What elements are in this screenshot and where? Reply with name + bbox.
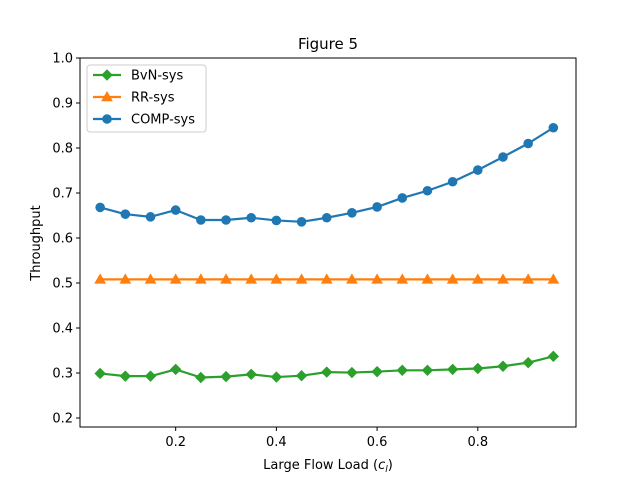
y-tick-label: 0.8 [52,142,73,157]
y-tick-label: 0.3 [52,367,73,382]
data-point [447,176,458,187]
legend-marker [101,69,113,81]
data-point [270,273,283,284]
x-tick-label: 0.8 [467,435,488,450]
x-axis-label-close: ) [388,458,393,473]
data-point [245,273,258,284]
y-axis: 0.2 0.3 0.4 0.5 0.6 0.7 0.8 0.9 1.0 [52,52,80,427]
data-point [195,371,207,384]
legend-entry: BvN-sys [93,69,183,84]
data-point [547,273,560,284]
x-axis-label: Large Flow Load (cl) [263,458,393,475]
data-point [471,273,484,284]
data-point [371,365,383,378]
series-RR-sys [94,273,560,284]
data-point [346,366,358,379]
legend-box [86,64,207,133]
legend-entry: RR-sys [93,91,175,106]
data-point [396,364,408,377]
x-axis-label-text: Large Flow Load ( [263,458,378,473]
data-point [548,122,559,133]
legend-label: COMP-sys [131,113,195,128]
data-point [396,273,409,284]
data-point [421,273,434,284]
data-point [169,363,182,376]
data-point [296,217,307,227]
data-point [421,364,434,377]
y-tick-label: 0.9 [52,97,73,112]
data-point [119,273,132,284]
data-point [446,363,459,376]
data-point [220,370,232,383]
y-tick-label: 0.6 [52,232,73,247]
data-point [196,215,206,225]
x-axis-label-subscript: l [385,465,388,475]
data-point [321,366,333,378]
data-point [472,362,484,375]
data-point [422,185,433,196]
data-point [522,273,535,284]
data-point [194,273,207,284]
y-tick-label: 0.2 [52,412,73,427]
data-point [246,212,257,223]
data-point [94,367,106,380]
y-tick-label: 0.5 [52,277,73,292]
data-point [169,273,182,284]
series-COMP-sys [95,122,559,227]
series-layer [94,122,560,384]
axes-frame [79,57,577,428]
y-tick-label: 0.4 [52,322,73,337]
data-point [320,273,333,284]
data-point [119,370,132,382]
series-BvN-sys [94,350,560,384]
y-tick-label: 0.7 [52,187,73,202]
legend-marker [102,114,112,124]
x-axis: 0.2 0.4 0.6 0.8 [165,427,488,450]
legend-label: RR-sys [131,91,175,106]
data-point [497,360,509,372]
x-tick-label: 0.2 [165,435,186,450]
y-axis-label: Throughput [29,205,44,282]
data-point [270,371,283,383]
data-point [371,273,383,284]
y-tick-label: 1.0 [52,52,73,67]
chart-title: Figure 5 [298,35,358,53]
data-point [372,202,382,212]
data-point [347,208,357,218]
data-point [170,205,181,215]
data-point [321,212,332,223]
data-point [498,152,508,162]
data-point [144,273,157,284]
data-point [547,350,560,363]
legend-label: BvN-sys [131,69,183,84]
legend-marker [101,90,113,102]
data-point [120,209,131,219]
data-point [473,165,483,175]
data-point [346,273,358,284]
data-point [295,273,308,284]
data-point [94,273,107,284]
data-point [446,273,459,284]
data-point [522,356,534,369]
data-point [145,212,156,222]
data-point [221,215,231,225]
x-tick-label: 0.4 [266,435,287,450]
x-axis-label-symbol: c [378,458,385,473]
legend: BvN-sys RR-sys COMP-sys [86,64,207,133]
data-point [144,370,157,382]
data-point [271,215,282,226]
legend-entry: COMP-sys [93,113,195,128]
data-point [397,193,408,203]
data-point [295,369,308,382]
data-point [245,368,257,381]
data-point [523,138,533,149]
data-point [497,273,509,284]
x-tick-label: 0.6 [367,435,388,450]
data-point [95,202,105,213]
data-point [220,273,232,284]
